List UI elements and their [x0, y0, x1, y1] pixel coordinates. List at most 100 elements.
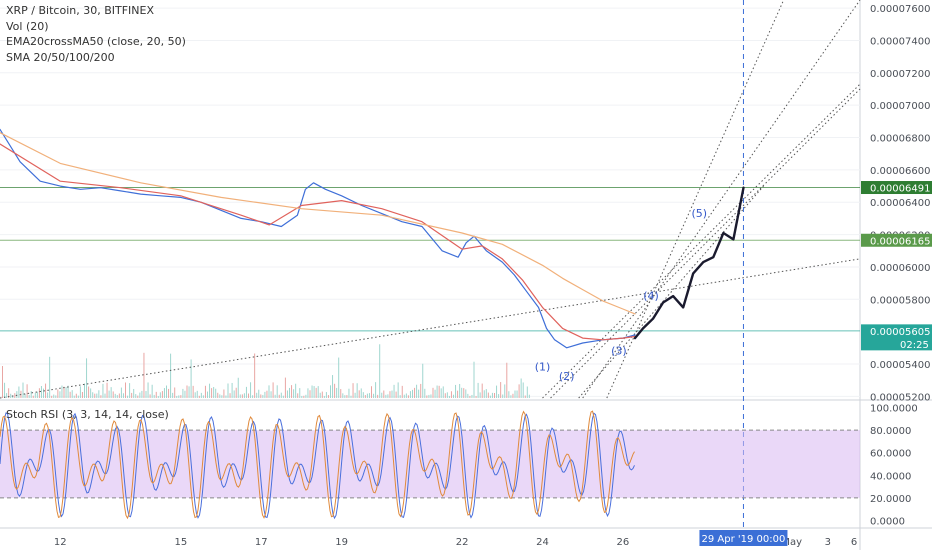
volume-bar-169: [348, 388, 350, 398]
volume-bar-116: [239, 394, 241, 398]
price-series-line: [0, 128, 636, 349]
volume-bar-233: [479, 392, 481, 398]
volume-bar-176: [362, 392, 364, 398]
ma-series-line: [0, 132, 636, 315]
volume-bar-193: [397, 382, 399, 398]
volume-bar-167: [344, 395, 346, 398]
volume-bar-50: [104, 393, 106, 398]
volume-bar-240: [494, 392, 495, 398]
volume-bar-250: [514, 390, 516, 398]
trend-line-1: [542, 83, 861, 399]
volume-bar-195: [401, 385, 403, 398]
volume-indicator-label[interactable]: Vol (20): [6, 19, 49, 33]
symbol-title[interactable]: XRP / Bitcoin, 30, BITFINEX: [6, 4, 155, 17]
stoch-rsi-k-line: [0, 412, 635, 520]
volume-bar-36: [75, 393, 77, 398]
volume-bar-151: [311, 385, 313, 398]
wave-label-5: (5): [691, 207, 707, 220]
volume-bar-146: [301, 395, 303, 398]
price-level-tag-current: [861, 324, 932, 351]
volume-bar-27: [57, 389, 59, 398]
volume-bar-161: [332, 375, 334, 398]
volume-bar-98: [202, 395, 204, 398]
volume-bar-129: [266, 390, 268, 398]
volume-bar-206: [424, 388, 426, 398]
volume-bar-54: [112, 391, 114, 398]
time-tick-label-8: 3: [825, 537, 831, 548]
volume-bar-6: [14, 393, 16, 398]
volume-bar-99: [204, 385, 206, 398]
volume-bar-142: [293, 389, 295, 398]
volume-bar-79: [163, 388, 165, 398]
volume-bar-111: [229, 393, 231, 398]
volume-bar-115: [237, 377, 239, 398]
volume-bar-65: [135, 394, 137, 398]
volume-bar-56: [116, 395, 118, 398]
volume-bar-0: [2, 366, 3, 398]
volume-bar-10: [22, 382, 24, 398]
volume-bar-255: [524, 395, 526, 398]
volume-bar-21: [45, 383, 47, 398]
volume-bar-211: [434, 389, 436, 398]
volume-bar-236: [485, 389, 487, 398]
volume-bar-190: [391, 390, 393, 398]
volume-bar-150: [309, 390, 311, 398]
price-tick-label-0: 0.00007600: [870, 4, 930, 15]
trend-line-5: [578, 185, 764, 399]
volume-bar-12: [26, 384, 28, 398]
volume-bar-148: [305, 394, 307, 398]
volume-bar-80: [166, 385, 167, 398]
volume-bar-110: [227, 383, 229, 398]
volume-bars: [2, 344, 530, 398]
volume-bar-241: [496, 385, 498, 398]
volume-bar-72: [149, 394, 151, 398]
volume-bar-57: [118, 393, 120, 398]
volume-bar-160: [330, 385, 331, 398]
volume-bar-130: [268, 385, 270, 398]
price-level-tag-low: [861, 233, 932, 247]
price-tick-label-2: 0.00007200: [870, 69, 930, 80]
time-marker-tag-text: 29 Apr '19 00:00: [702, 534, 786, 545]
volume-bar-185: [381, 392, 383, 398]
volume-bar-108: [223, 389, 225, 398]
volume-bar-226: [465, 389, 467, 398]
volume-bar-96: [198, 395, 200, 398]
volume-bar-31: [65, 387, 67, 398]
volume-bar-92: [190, 359, 192, 398]
volume-bar-234: [481, 383, 483, 398]
volume-bar-28: [59, 391, 61, 398]
volume-bar-83: [172, 392, 174, 398]
volume-bar-231: [475, 395, 477, 398]
volume-bar-204: [420, 383, 422, 398]
volume-bar-69: [143, 352, 145, 398]
volume-bar-97: [200, 392, 202, 398]
stoch-rsi-title[interactable]: Stoch RSI (3, 3, 14, 14, close): [6, 408, 169, 421]
volume-bar-170: [350, 395, 352, 398]
volume-bar-162: [334, 383, 336, 398]
volume-bar-209: [430, 394, 432, 398]
stoch-rsi-tick-label-5: 0.0000: [870, 516, 905, 527]
sma-indicator-label[interactable]: SMA 20/50/100/200: [6, 50, 115, 64]
ema-indicator-label[interactable]: EMA20crossMA50 (close, 20, 50): [6, 35, 186, 48]
volume-bar-184: [379, 344, 381, 398]
volume-bar-18: [38, 388, 40, 398]
volume-bar-119: [245, 386, 247, 398]
volume-bar-183: [377, 394, 379, 398]
volume-bar-14: [30, 391, 32, 398]
volume-bar-182: [375, 382, 377, 398]
volume-bar-174: [358, 390, 360, 398]
price-tick-label-9: 0.00005800: [870, 295, 930, 306]
volume-bar-230: [473, 361, 475, 398]
volume-bar-39: [81, 392, 83, 398]
volume-bar-247: [508, 391, 510, 398]
volume-bar-194: [399, 395, 401, 398]
volume-bar-144: [297, 393, 299, 398]
volume-bar-102: [211, 388, 213, 398]
volume-bar-158: [325, 392, 327, 398]
volume-bar-107: [221, 395, 223, 398]
volume-bar-17: [36, 391, 38, 398]
volume-bar-139: [286, 390, 288, 398]
volume-bar-127: [262, 394, 264, 398]
volume-bar-217: [446, 392, 448, 398]
